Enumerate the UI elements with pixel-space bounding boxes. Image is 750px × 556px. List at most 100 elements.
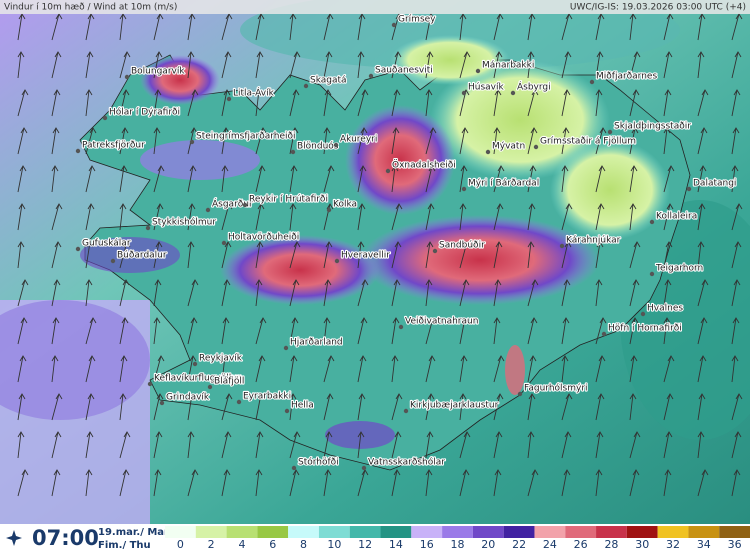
wind-arrow [153,431,163,459]
wind-arrow [187,317,198,345]
wind-arrow [221,355,229,383]
wind-arrow [357,317,368,345]
wind-arrow [221,241,232,269]
wind-arrow [255,393,265,421]
wind-arrow [51,127,60,155]
header-title: Vindur í 10m hæð / Wind at 10m (m/s) [4,3,177,13]
station-dot [432,248,438,254]
legend-swatch [257,526,289,538]
wind-arrow [663,241,673,269]
station-dot [291,465,297,471]
place-label: Patreksfjörður [82,141,145,151]
wind-arrow [459,279,470,307]
wind-arrow [357,89,369,117]
wind-arrow [255,203,265,231]
place-label: Kolka [333,200,357,210]
wind-arrow [527,355,537,383]
wind-arrow [255,355,266,383]
wind-arrow [119,317,129,345]
wind-arrow [255,469,263,497]
wind-arrow [323,279,332,307]
wind-arrow [289,203,297,231]
wind-arrow [459,203,467,231]
place-label: Veiðivatnahraun [405,317,478,327]
wind-arrow [289,393,297,421]
place-label: Kirkjubæjarklaustur [410,401,499,411]
wind-arrow [289,355,298,383]
place-label: Reykjavík [199,354,243,364]
wind-arrow [255,279,263,307]
wind-arrow [323,241,333,269]
wind-arrow [187,51,195,79]
wind-arrow [255,165,266,193]
wind-arrow [493,279,502,307]
legend: 0 2 4 6 8 10 12 14 16 18 20 22 24 26 28 30 32 34 36 [165,526,750,551]
station-dot [361,465,367,471]
station-dot [559,243,565,249]
place-label: Ásgarður [212,198,253,210]
wind-arrow [221,89,231,117]
wind-arrow [51,431,62,459]
wind-arrow [391,241,402,269]
legend-swatch [380,526,412,538]
wind-arrow [153,393,164,421]
wind-arrow [527,165,537,193]
wind-arrow [221,431,232,459]
wind-arrow [17,89,29,117]
station-dot [510,90,516,96]
wind-arrow [289,165,298,193]
wind-arrow [493,127,501,155]
place-label: Skjaldþingsstaðir [614,122,691,132]
wind-arrow [85,469,93,497]
wind-arrow [323,127,331,155]
wind-arrow [663,469,672,497]
wind-arrow [697,317,708,345]
place-label: Grímsstaðir á Fjöllum [540,137,636,147]
legend-swatch [226,526,258,538]
wind-arrow [391,317,400,345]
station-dot [283,345,289,351]
wind-arrow [51,469,61,497]
place-label: Miðfjarðarnes [596,72,657,82]
legend-swatch [411,526,443,538]
station-dot [640,311,646,317]
legend-swatch [596,526,627,538]
station-dot [221,240,227,246]
wind-arrow [187,469,199,497]
wind-arrow [493,51,503,79]
wind-arrow [697,51,705,79]
wind-arrow [595,203,605,231]
wind-arrow [119,127,129,155]
wind-arrow [119,165,128,193]
wind-arrow [697,203,706,231]
place-label: Grímsey [398,15,436,25]
station-dot [110,258,116,264]
station-dot [334,258,340,264]
wind-arrow [391,89,401,117]
wind-arrow [357,469,369,497]
wind-arrow [595,393,605,421]
wind-arrow [527,241,535,269]
place-label: Bláfjöll [214,377,244,387]
legend-label: 30 [635,538,649,551]
wind-arrow [119,89,130,117]
station-dot [207,384,213,390]
wind-arrow [561,127,570,155]
legend-swatch [472,526,504,538]
legend-label: 6 [269,538,276,551]
wind-arrow [391,355,399,383]
wind-arrow [527,393,536,421]
wind-arrow [459,393,467,421]
wind-arrow [527,469,539,497]
wind-arrow [391,51,402,79]
place-label: Eyrarbakki [243,392,291,402]
place-label: Stórhöfði [298,457,339,468]
station-dot [102,115,108,121]
legend-swatch [288,526,319,538]
wind-arrow [595,431,604,459]
forecast-date: 19.mar./ Mar [98,527,169,538]
wind-arrow [153,355,165,383]
legend-label: 34 [697,538,711,551]
wind-arrow [51,393,63,421]
wind-arrow [731,469,741,497]
